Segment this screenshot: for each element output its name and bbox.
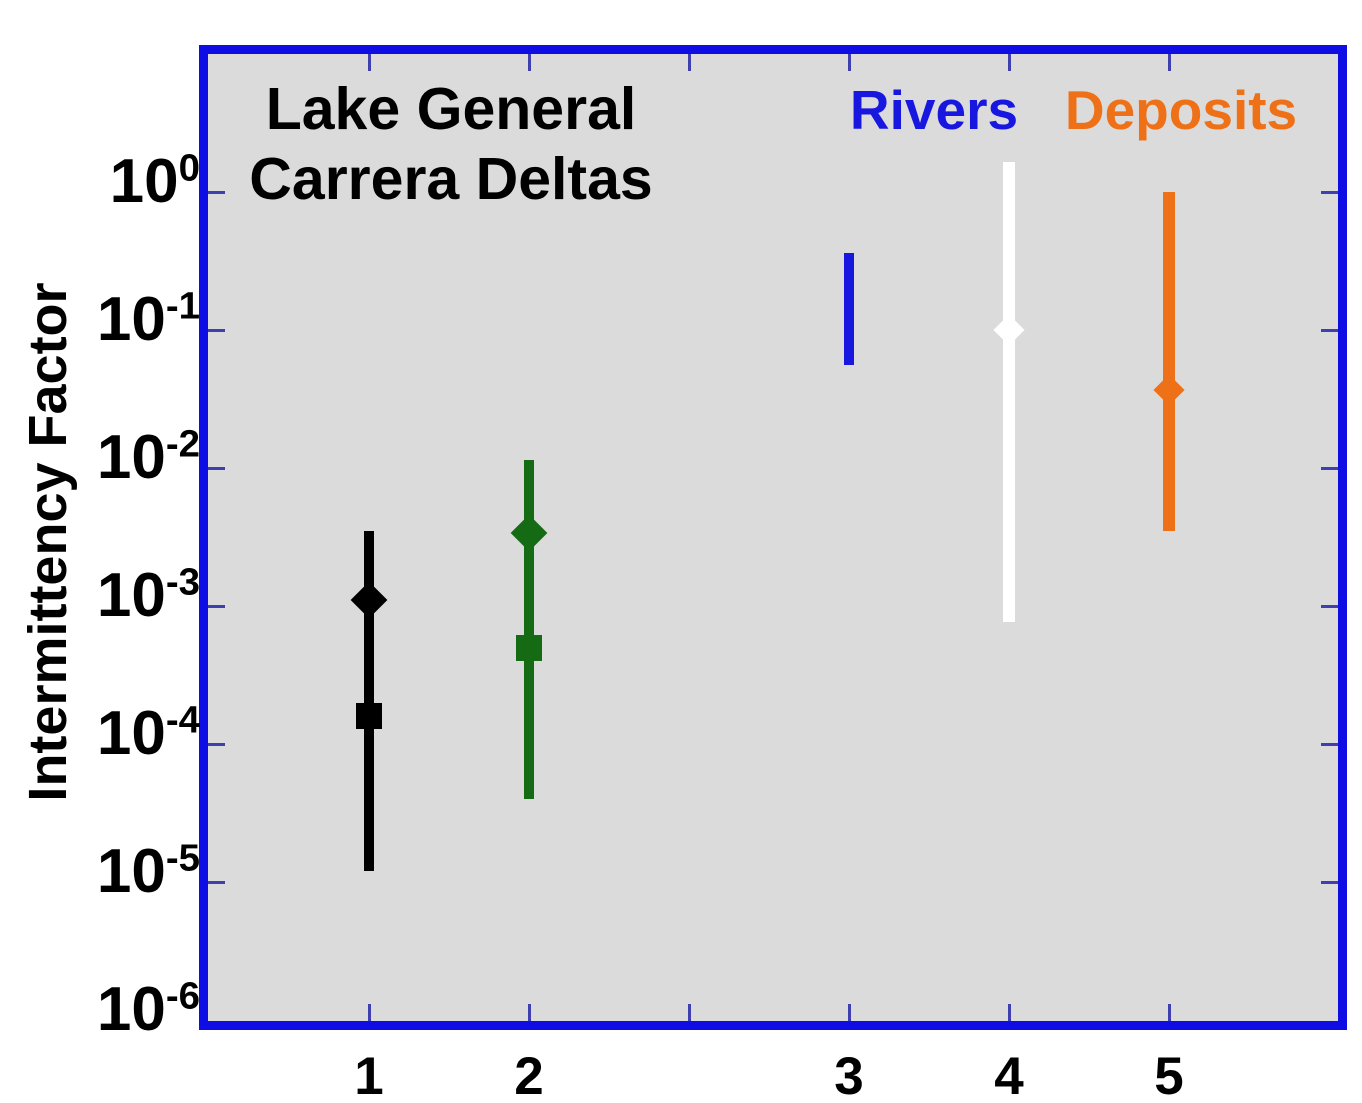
y-tick-label-base: 10 xyxy=(96,837,166,906)
y-tick-right-1e-2 xyxy=(1321,467,1338,470)
x-tick-bottom-5 xyxy=(1008,1004,1011,1021)
y-tick-label-1e-3: 10-3 xyxy=(0,561,200,631)
annotation-lake-deltas-line1: Lake General xyxy=(265,76,637,142)
y-tick-label-exponent: -1 xyxy=(165,284,200,328)
annotation-lake-deltas-line2: Carrera Deltas xyxy=(249,146,653,212)
y-tick-label-base: 10 xyxy=(96,285,166,354)
x-tick-top-5 xyxy=(1008,54,1011,71)
annotation-lake-deltas: Lake General Carrera Deltas xyxy=(249,74,652,214)
delta-site-1-square-marker xyxy=(356,703,382,729)
x-tick-top-1 xyxy=(368,54,371,71)
y-tick-label-base: 10 xyxy=(96,975,166,1044)
y-tick-left-1e-1 xyxy=(208,329,225,332)
y-tick-label-exponent: -4 xyxy=(165,698,200,742)
y-tick-label-base: 10 xyxy=(96,699,166,768)
plot-area xyxy=(199,45,1347,1030)
y-tick-right-1e-5 xyxy=(1321,881,1338,884)
x-tick-top-6 xyxy=(1168,54,1171,71)
y-tick-label-base: 10 xyxy=(96,423,166,492)
y-tick-left-1e-3 xyxy=(208,605,225,608)
y-tick-left-1e-2 xyxy=(208,467,225,470)
x-tick-label-5: 5 xyxy=(1154,1047,1184,1103)
y-tick-label-exponent: -3 xyxy=(165,560,200,604)
deposits-range-error-bar xyxy=(1163,192,1175,531)
y-tick-label-1e-4: 10-4 xyxy=(0,699,200,769)
rivers-range-error-bar xyxy=(844,253,854,365)
x-tick-label-1: 1 xyxy=(354,1047,384,1103)
x-tick-bottom-2 xyxy=(528,1004,531,1021)
y-tick-right-1e-4 xyxy=(1321,743,1338,746)
annotation-rivers: Rivers xyxy=(849,79,1019,141)
x-tick-bottom-3 xyxy=(688,1004,691,1021)
x-tick-label-3: 3 xyxy=(834,1047,864,1103)
x-tick-label-2: 2 xyxy=(514,1047,544,1103)
x-tick-bottom-1 xyxy=(368,1004,371,1021)
y-tick-label-exponent: -5 xyxy=(165,836,200,880)
delta-site-1-error-bar xyxy=(364,531,374,871)
x-tick-label-4: 4 xyxy=(994,1047,1024,1103)
y-tick-label-base: 10 xyxy=(109,147,179,216)
y-tick-right-1e-3 xyxy=(1321,605,1338,608)
x-tick-top-4 xyxy=(848,54,851,71)
y-tick-left-1e-5 xyxy=(208,881,225,884)
y-tick-right-1e-1 xyxy=(1321,329,1338,332)
y-tick-label-1e-5: 10-5 xyxy=(0,837,200,907)
y-tick-right-1e0 xyxy=(1321,191,1338,194)
y-tick-label-exponent: 0 xyxy=(178,146,200,190)
y-tick-label-1e-1: 10-1 xyxy=(0,285,200,355)
y-tick-label-base: 10 xyxy=(96,561,166,630)
x-tick-top-2 xyxy=(528,54,531,71)
delta-site-2-error-bar xyxy=(524,460,534,799)
y-tick-left-1e-4 xyxy=(208,743,225,746)
y-tick-label-exponent: -2 xyxy=(165,422,200,466)
x-tick-top-3 xyxy=(688,54,691,71)
y-tick-label-1e0: 100 xyxy=(0,147,200,217)
rivers-white-range-error-bar xyxy=(1003,162,1015,622)
delta-site-2-square-marker xyxy=(516,635,542,661)
y-tick-label-1e-6: 10-6 xyxy=(0,975,200,1045)
y-tick-label-exponent: -6 xyxy=(165,974,200,1018)
y-tick-left-1e0 xyxy=(208,191,225,194)
y-tick-label-1e-2: 10-2 xyxy=(0,423,200,493)
x-tick-bottom-6 xyxy=(1168,1004,1171,1021)
x-tick-bottom-4 xyxy=(848,1004,851,1021)
annotation-deposits: Deposits xyxy=(1064,79,1298,141)
